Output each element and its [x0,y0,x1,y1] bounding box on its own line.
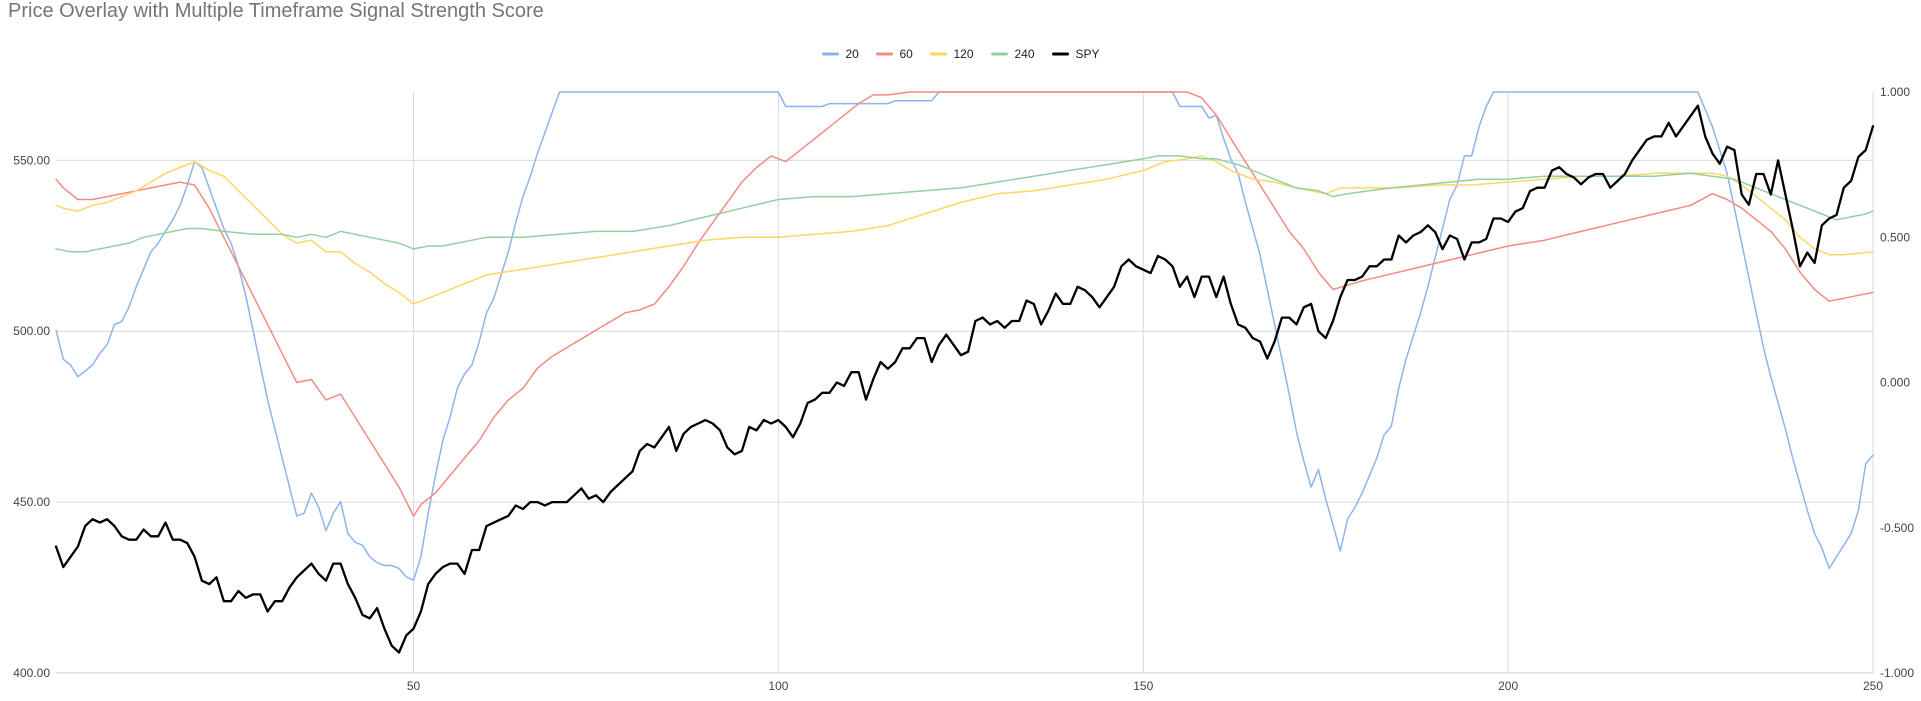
series-line-60 [55,91,1874,517]
chart-title: Price Overlay with Multiple Timeframe Si… [8,0,544,22]
legend-label: 60 [900,47,914,61]
y-left-tick-label: 550.00 [13,153,50,167]
legend-label: 240 [1015,47,1035,61]
x-tick-label: 150 [1133,679,1153,693]
series-line-240 [55,155,1874,253]
y-right-tick-label: -0.500 [1880,521,1914,535]
y-right-tick-label: 0.500 [1880,230,1910,244]
legend-label: 120 [954,47,974,61]
y-left-tick-label: 400.00 [13,666,50,680]
series-line-120 [55,155,1874,305]
y-left-tick-label: 450.00 [13,495,50,509]
series-line-20 [55,91,1874,581]
legend-label: SPY [1076,47,1100,61]
x-tick-label: 50 [407,679,421,693]
legend-label: 20 [846,47,860,61]
y-right-tick-label: 1.000 [1880,85,1910,99]
y-left-tick-label: 500.00 [13,324,50,338]
y-right-tick-label: 0.000 [1880,376,1910,390]
y-right-tick-label: -1.000 [1880,666,1914,680]
x-tick-label: 100 [768,679,788,693]
series-line-spy [54,104,1875,654]
x-tick-label: 200 [1498,679,1518,693]
x-tick-label: 250 [1863,679,1883,693]
